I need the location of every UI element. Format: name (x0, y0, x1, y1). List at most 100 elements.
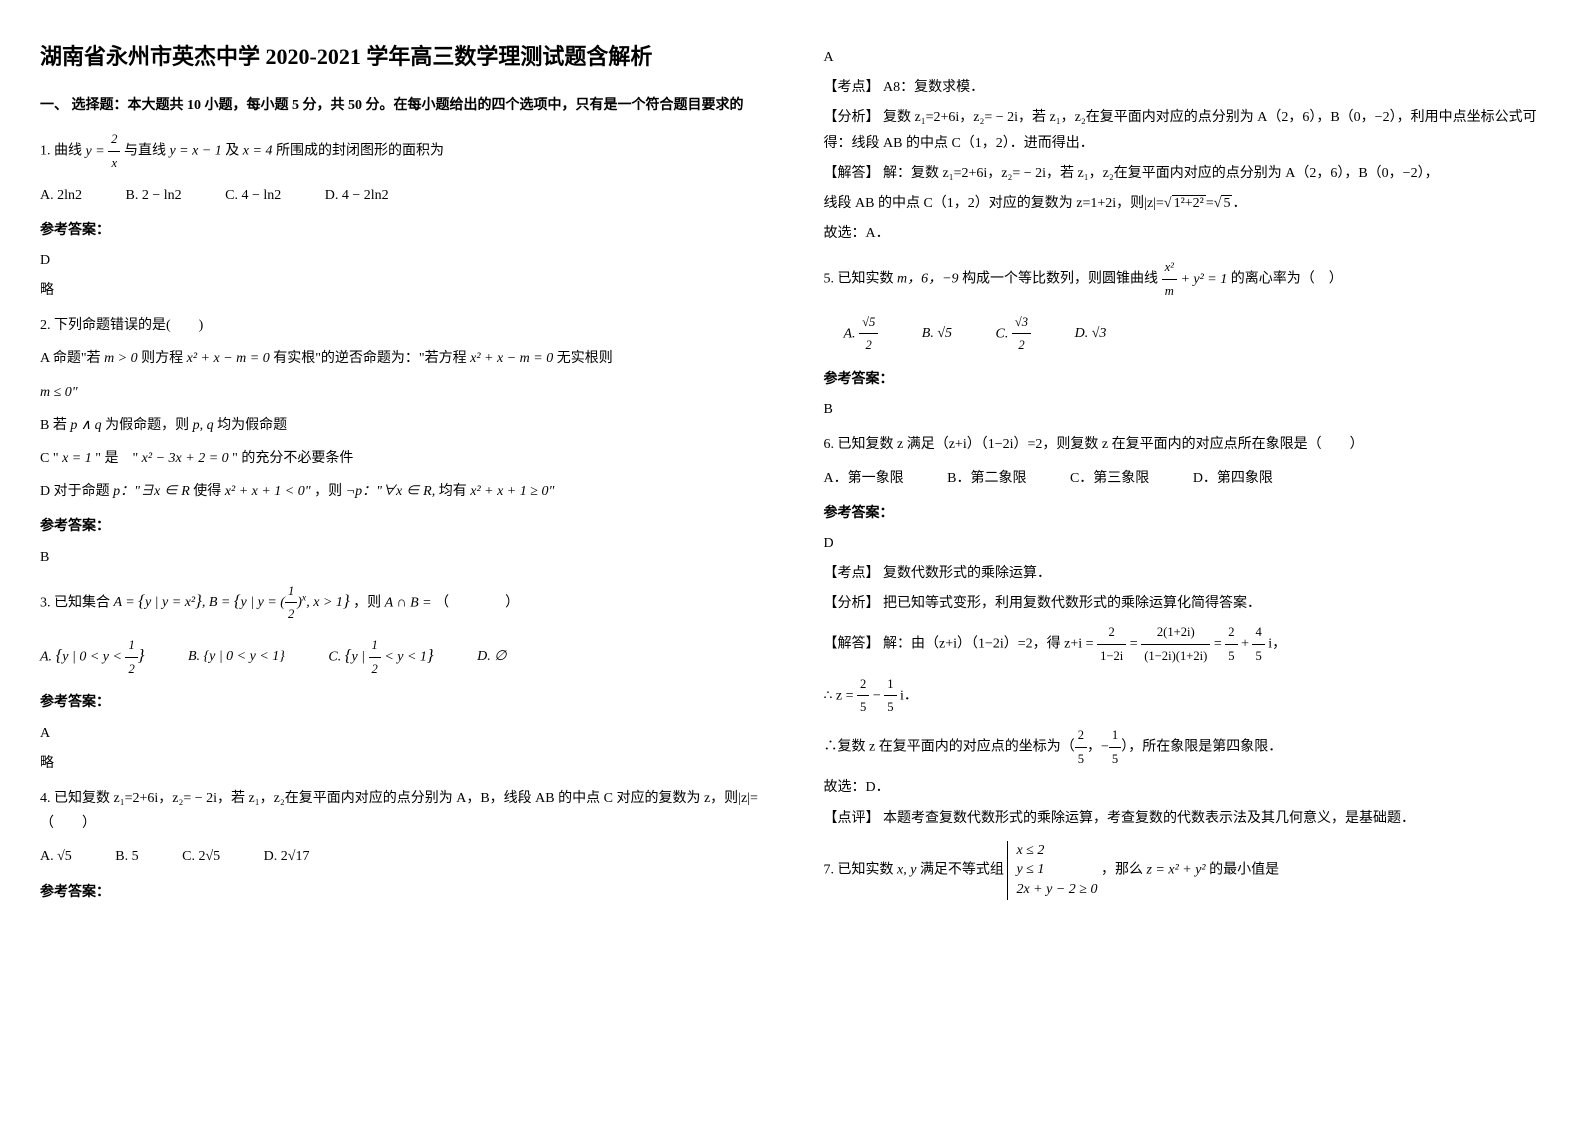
q1-opt-b: B. 2 − ln2 (126, 183, 182, 208)
q7-f1: x, y (897, 862, 916, 877)
q3-opt-b: B. {y | 0 < y < 1} (188, 644, 285, 669)
q2-b-mid: 为假命题，则 (105, 418, 189, 433)
q7-mid1: 满足不等式组 (920, 862, 1004, 877)
q2-d-f4: x² + x + 1 ≥ 0" (470, 484, 554, 499)
q3-opt-d: D. ∅ (477, 644, 506, 669)
q2-a-f3: x² + x − m = 0 (470, 351, 553, 366)
q5-prefix: 5. 已知实数 (824, 272, 894, 287)
q2-d-prefix: D 对于命题 (40, 484, 110, 499)
question-1: 1. 曲线 y = 2x 与直线 y = x − 1 及 x = 4 所围成的封… (40, 128, 764, 303)
q4-jd-l1: 解：复数 z₁=2+6i，z₂= − 2i，若 z₁，z₂在复平面内对应的点分别… (883, 166, 1439, 181)
q1-mid2: 及 (225, 144, 239, 159)
q4-answer-label: 参考答案： (40, 880, 764, 905)
q2-b-f2: p, q (193, 418, 214, 433)
q1-suffix: 所围成的封闭图形的面积为 (276, 144, 444, 159)
q2-a-mid1: 则方程 (141, 351, 183, 366)
q6-jd-label: 【解答】 (824, 637, 880, 652)
q5-opt-b: B. √5 (922, 321, 952, 346)
q2-d-f2: x² + x + 1 < 0" (225, 484, 311, 499)
q2-c-mid: " 是 " (95, 451, 138, 466)
question-5: 5. 已知实数 m，6，−9 构成一个等比数列，则圆锥曲线 x²m + y² =… (824, 256, 1548, 422)
q7-sys3: 2x + y − 2 ≥ 0 (1016, 880, 1097, 900)
q4-opt-c: C. 2√5 (182, 844, 220, 869)
q2-c-f1: x = 1 (62, 451, 92, 466)
q3-mid: ，则 (353, 595, 381, 610)
q3-note: 略 (40, 751, 764, 776)
q6-answer-label: 参考答案： (824, 501, 1548, 526)
q5-opt-d: D. √3 (1075, 321, 1107, 346)
q2-stem: 2. 下列命题错误的是( ) (40, 313, 764, 338)
question-6: 6. 已知复数 z 满足（z+i）（1−2i）=2，则复数 z 在复平面内的对应… (824, 432, 1548, 830)
q5-f1: m，6，−9 (897, 272, 959, 287)
q6-opt-d: D．第四象限 (1193, 466, 1273, 491)
q7-sys2: y ≤ 1 (1016, 860, 1097, 880)
document-title: 湖南省永州市英杰中学 2020-2021 学年高三数学理测试题含解析 (40, 40, 764, 73)
q4-fx: 复数 z₁=2+6i，z₂= − 2i，若 z₁，z₂在复平面内对应的点分别为 … (824, 110, 1537, 150)
q1-opt-d: D. 4 − 2ln2 (325, 183, 389, 208)
q4-stem: 4. 已知复数 z₁=2+6i，z₂= − 2i，若 z₁，z₂在复平面内对应的… (40, 786, 764, 836)
left-column: 湖南省永州市英杰中学 2020-2021 学年高三数学理测试题含解析 一、 选择… (40, 40, 764, 915)
q1-answer-label: 参考答案： (40, 218, 764, 243)
q6-dp: 本题考查复数代数形式的乘除运算，考查复数的代数表示法及其几何意义，是基础题． (883, 811, 1415, 826)
q5-answer-label: 参考答案： (824, 367, 1548, 392)
q5-suffix: 的离心率为（ ） (1231, 272, 1343, 287)
q3-opt-c: C. {y | 12 < y < 1} (328, 634, 433, 680)
q1-answer: D (40, 248, 764, 273)
q5-mid1: 构成一个等比数列，则圆锥曲线 (962, 272, 1158, 287)
q1-opt-a: A. 2ln2 (40, 183, 82, 208)
q7-sys1: x ≤ 2 (1016, 841, 1097, 861)
q4-answer: A (824, 45, 1548, 70)
q3-opt-a: A. {y | 0 < y < 12} (40, 634, 144, 680)
q1-stem-prefix: 1. 曲线 (40, 144, 82, 159)
q2-a-f1: m > 0 (104, 351, 138, 366)
q6-kp-label: 【考点】 (824, 566, 880, 581)
right-column: A 【考点】 A8：复数求模． 【分析】 复数 z₁=2+6i，z₂= − 2i… (824, 40, 1548, 915)
q2-d-mid3: 均有 (439, 484, 467, 499)
q6-dp-label: 【点评】 (824, 811, 880, 826)
q6-fx-label: 【分析】 (824, 596, 880, 611)
q4-opt-a: A. √5 (40, 844, 72, 869)
q4-kp-label: 【考点】 (824, 80, 880, 95)
question-2: 2. 下列命题错误的是( ) A 命题"若 m > 0 则方程 x² + x −… (40, 313, 764, 570)
question-4: 4. 已知复数 z₁=2+6i，z₂= − 2i，若 z₁，z₂在复平面内对应的… (40, 786, 764, 905)
q4-jd-label: 【解答】 (824, 166, 880, 181)
q6-jd-l4: 故选：D． (824, 775, 1548, 800)
q4-fx-label: 【分析】 (824, 110, 880, 125)
q2-c-f2: x² − 3x + 2 = 0 (142, 451, 229, 466)
q7-suffix: 的最小值是 (1209, 862, 1279, 877)
q2-d-f3: ¬p："∀x ∈ R, (346, 484, 436, 499)
q5-answer: B (824, 397, 1548, 422)
q2-b-prefix: B 若 (40, 418, 67, 433)
q4-kp: A8：复数求模． (883, 80, 984, 95)
q2-b-suffix: 均为假命题 (217, 418, 287, 433)
q5-opt-c: C. √32 (996, 311, 1032, 357)
q2-d-mid1: 使得 (193, 484, 221, 499)
q3-tail: （ ） (435, 595, 519, 610)
q2-c-suffix: " 的充分不必要条件 (232, 451, 353, 466)
q4-jd-l3: 故选：A． (824, 221, 1548, 246)
q4-opt-b: B. 5 (115, 844, 138, 869)
q6-stem: 6. 已知复数 z 满足（z+i）（1−2i）=2，则复数 z 在复平面内的对应… (824, 432, 1548, 457)
q7-prefix: 7. 已知实数 (824, 862, 894, 877)
q5-opt-a: A. √52 (844, 311, 879, 357)
q2-b-f1: p ∧ q (70, 418, 101, 433)
q2-answer-label: 参考答案： (40, 514, 764, 539)
q2-d-f1: p："∃x ∈ R (113, 484, 190, 499)
q6-fx: 把已知等式变形，利用复数代数形式的乘除运算化简得答案． (883, 596, 1261, 611)
q4-opt-d: D. 2√17 (264, 844, 310, 869)
question-3: 3. 已知集合 A = {y | y = x²}, B = {y | y = (… (40, 580, 764, 776)
q6-opt-a: A．第一象限 (824, 466, 904, 491)
q1-opt-c: C. 4 − ln2 (225, 183, 281, 208)
q3-answer: A (40, 721, 764, 746)
q6-opt-c: C．第三象限 (1070, 466, 1149, 491)
q2-a-line2: m ≤ 0" (40, 380, 764, 405)
q2-c-prefix: C " (40, 451, 59, 466)
q7-f2: z = x² + y² (1146, 862, 1205, 877)
q2-a-prefix: A 命题"若 (40, 351, 101, 366)
question-7: 7. 已知实数 x, y 满足不等式组 x ≤ 2 y ≤ 1 2x + y −… (824, 841, 1548, 900)
q3-answer-label: 参考答案： (40, 690, 764, 715)
q2-a-suffix: 无实根则 (557, 351, 613, 366)
q1-mid1: 与直线 (124, 144, 166, 159)
q2-answer: B (40, 545, 764, 570)
q2-a-f2: x² + x − m = 0 (187, 351, 270, 366)
